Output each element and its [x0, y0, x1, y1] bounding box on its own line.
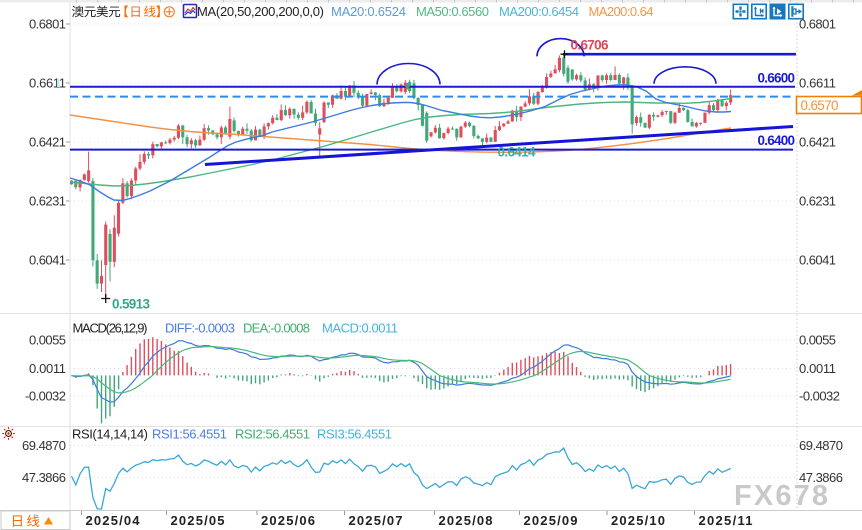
- svg-text:DEA:-0.0008: DEA:-0.0008: [243, 321, 310, 336]
- svg-text:0.0055: 0.0055: [799, 333, 836, 348]
- svg-text:2025/10: 2025/10: [611, 513, 665, 528]
- svg-text:2025/09: 2025/09: [524, 513, 578, 528]
- svg-text:0.6801: 0.6801: [799, 17, 836, 32]
- svg-text:0.6421: 0.6421: [29, 135, 66, 150]
- svg-text:0.6570: 0.6570: [801, 98, 839, 113]
- svg-text:MA200:0.64: MA200:0.64: [589, 4, 654, 19]
- svg-text:2025/06: 2025/06: [261, 513, 315, 528]
- svg-text:-0.0032: -0.0032: [25, 389, 66, 404]
- svg-text:0.6231: 0.6231: [29, 194, 66, 209]
- svg-text:MA20:0.6524: MA20:0.6524: [331, 4, 406, 19]
- svg-text:MA200:0.6454: MA200:0.6454: [499, 4, 579, 19]
- svg-text:RSI3:56.4551: RSI3:56.4551: [317, 427, 392, 442]
- svg-text:-0.0032: -0.0032: [799, 389, 840, 404]
- svg-text:0.6400: 0.6400: [758, 133, 796, 148]
- svg-text:2025/07: 2025/07: [349, 513, 403, 528]
- svg-text:0.6041: 0.6041: [29, 253, 66, 268]
- svg-text:DIFF:-0.0003: DIFF:-0.0003: [165, 321, 235, 336]
- svg-text:0.6801: 0.6801: [29, 17, 66, 32]
- svg-text:2025/08: 2025/08: [439, 513, 493, 528]
- svg-text:0.6041: 0.6041: [799, 253, 836, 268]
- svg-text:0.0011: 0.0011: [29, 361, 66, 376]
- svg-text:0.6421: 0.6421: [799, 135, 836, 150]
- svg-text:0.0055: 0.0055: [29, 333, 66, 348]
- svg-text:0.6414: 0.6414: [498, 145, 536, 160]
- svg-text:2025/11: 2025/11: [699, 513, 753, 528]
- svg-text:MACD:0.0011: MACD:0.0011: [322, 321, 398, 336]
- svg-text:0.6231: 0.6231: [799, 194, 836, 209]
- svg-text:RSI(14,14,14): RSI(14,14,14): [72, 427, 148, 442]
- svg-text:FX678: FX678: [734, 480, 828, 512]
- svg-text:47.3866: 47.3866: [799, 470, 843, 485]
- svg-text:MA(20,50,200,200,0,0): MA(20,50,200,200,0,0): [197, 4, 324, 19]
- svg-text:RSI1:56.4551: RSI1:56.4551: [152, 427, 227, 442]
- svg-text:69.4870: 69.4870: [799, 438, 843, 453]
- svg-text:2025/05: 2025/05: [171, 513, 225, 528]
- svg-text:0.6706: 0.6706: [571, 38, 609, 53]
- svg-text:0.6611: 0.6611: [29, 76, 66, 91]
- svg-text:MA50:0.6560: MA50:0.6560: [416, 4, 489, 19]
- svg-text:47.3866: 47.3866: [22, 470, 66, 485]
- svg-text:0.6611: 0.6611: [799, 76, 836, 91]
- svg-text:MACD(26,12,9): MACD(26,12,9): [73, 321, 148, 336]
- svg-text:2025/04: 2025/04: [86, 513, 141, 528]
- svg-text:RSI2:56.4551: RSI2:56.4551: [235, 427, 310, 442]
- svg-text:0.5913: 0.5913: [112, 297, 150, 312]
- svg-text:69.4870: 69.4870: [22, 438, 66, 453]
- svg-text:0.6600: 0.6600: [758, 71, 796, 86]
- svg-text:0.0011: 0.0011: [799, 361, 836, 376]
